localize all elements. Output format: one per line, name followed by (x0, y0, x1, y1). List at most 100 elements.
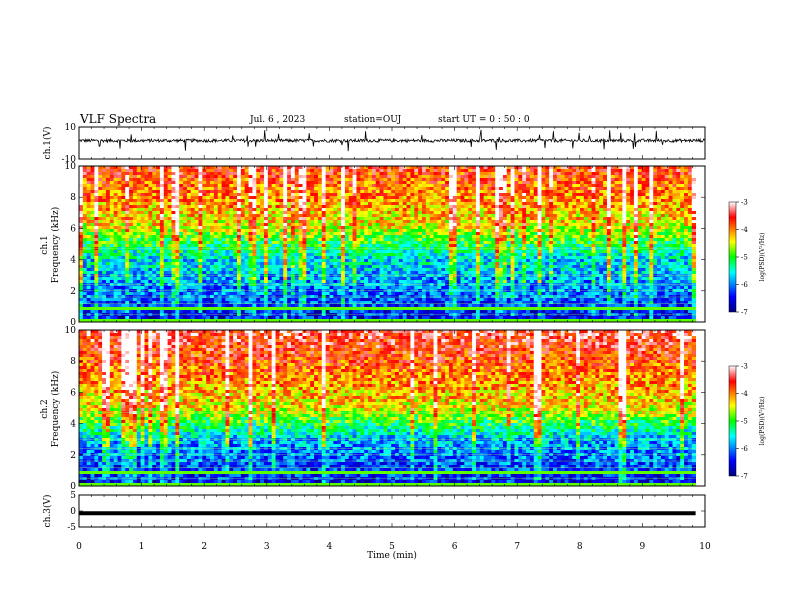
spec1-cell (221, 277, 226, 281)
spec1-cell (325, 193, 330, 197)
spec1-cell (186, 184, 192, 188)
spec1-cell (252, 217, 257, 221)
spec1-cell (329, 205, 334, 209)
spec1-cell (398, 196, 404, 200)
spec1-cell (356, 277, 361, 281)
spec1-cell (421, 310, 427, 314)
spec1-cell (433, 238, 438, 242)
spec1-cell (198, 244, 203, 248)
spec1-cell (260, 277, 265, 281)
spec1-cell (283, 181, 288, 185)
spec1-cell (82, 232, 88, 236)
spec1-cell (333, 307, 338, 311)
spec1-cell (383, 268, 388, 272)
spec1-cell (183, 280, 188, 284)
spec1-cell (425, 178, 431, 182)
spec1-cell (121, 241, 126, 245)
spec1-cell (298, 178, 303, 182)
figure-title: VLF Spectra (79, 112, 156, 126)
spec1-cell (267, 166, 273, 170)
spec1-cell (237, 271, 242, 275)
spec1-cell (190, 211, 196, 215)
spec1-cell (383, 280, 388, 284)
spec1-cell (410, 172, 415, 176)
spec1-cell (341, 277, 346, 281)
spec1-cell (260, 262, 265, 266)
spec1-cell (398, 274, 404, 278)
spec1-cell (117, 244, 122, 248)
spec1-cell (414, 193, 419, 197)
spec1-cell (364, 262, 369, 266)
spec1-cell (225, 208, 230, 212)
spec1-cell (233, 202, 238, 206)
spec1-cell (206, 187, 211, 191)
spec1-cell (105, 181, 111, 185)
spec1-cell (256, 172, 261, 176)
spec1-cell (337, 268, 342, 272)
spec1-cell (294, 280, 300, 284)
spec1-cell (271, 259, 276, 263)
spec1-cell (379, 262, 384, 266)
spec1-cell (221, 313, 226, 317)
spec1-cell (348, 235, 354, 239)
spec1-cell (298, 223, 303, 227)
spec1-cell (344, 196, 350, 200)
spec1-cell (395, 229, 400, 233)
spec1-cell (186, 187, 192, 191)
spec1-cell (186, 196, 192, 200)
spec1-cell (275, 193, 280, 197)
spec1-cell (132, 235, 138, 239)
spec1-cell (337, 199, 342, 203)
spec1-cell (256, 190, 261, 194)
spec1-cell (418, 202, 423, 206)
spec1-cell (140, 184, 145, 188)
spec1-cell (229, 166, 234, 170)
spec1-cell (371, 250, 377, 254)
spec1-cell (229, 184, 234, 188)
spec1-cell (229, 208, 234, 212)
spec1-cell (402, 277, 407, 281)
spec1-cell (356, 319, 361, 323)
spec1-cell (202, 253, 207, 257)
spec1-cell (329, 181, 334, 185)
spec1-cell (121, 259, 126, 263)
spec1-cell (283, 286, 288, 290)
spec1-cell (414, 241, 419, 245)
spec1-cell (105, 244, 111, 248)
spec1-cell (414, 211, 419, 215)
spec1-cell (287, 244, 292, 248)
spec1-cell (82, 241, 88, 245)
spec1-cell (109, 193, 115, 197)
spec1-cell (136, 226, 142, 230)
spec1-cell (217, 190, 222, 194)
spec1-cell (129, 196, 134, 200)
spec1-cell (263, 226, 269, 230)
spec1-cell (275, 169, 280, 173)
spec1-cell (275, 268, 280, 272)
spec1-cell (86, 181, 91, 185)
spec1-cell (287, 208, 292, 212)
spec1-cell (391, 199, 396, 203)
spec1-cell (398, 175, 404, 179)
spec1-cell (352, 190, 357, 194)
spec1-cell (229, 319, 234, 323)
spec1-cell (337, 223, 342, 227)
spec1-cell (248, 220, 253, 224)
spec1-cell (190, 229, 196, 233)
spec1-cell (325, 271, 330, 275)
spec1-cell (79, 217, 84, 221)
spec1-cell (217, 304, 222, 308)
spec1-cell (279, 232, 284, 236)
spec1-cell (298, 301, 303, 305)
spec1-cell (283, 211, 288, 215)
spec1-cell (379, 175, 384, 179)
spec1-cell (290, 199, 296, 203)
spec1-cell (279, 217, 284, 221)
spec1-cell (375, 277, 380, 281)
spec1-cell (418, 295, 423, 299)
spec1-cell (237, 181, 242, 185)
spec1-cell (418, 310, 423, 314)
spec1-cell (375, 208, 380, 212)
spec1-cell (271, 280, 276, 284)
spec1-cell (314, 196, 319, 200)
